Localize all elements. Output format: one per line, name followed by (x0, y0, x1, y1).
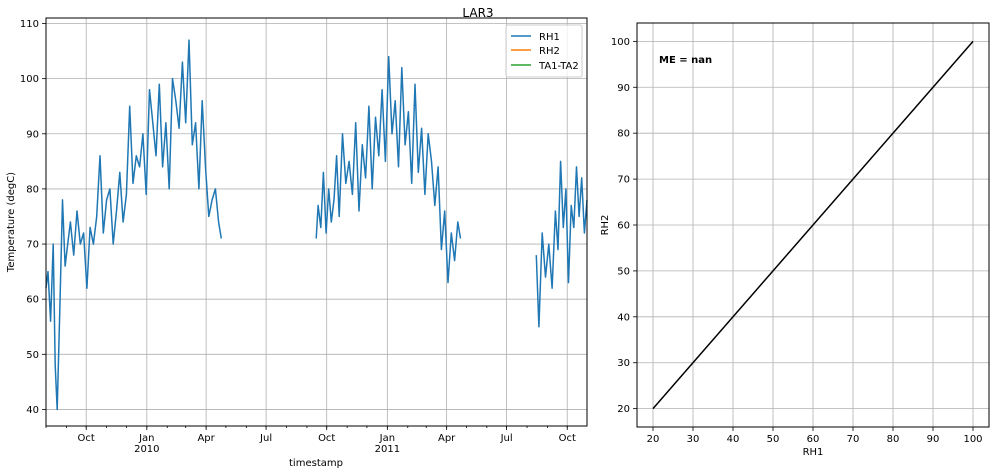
x-tick-label: Jan (138, 433, 154, 444)
x-tick-label: Oct (318, 433, 335, 444)
x-tick-label: Jul (259, 433, 272, 444)
x-tick-label: 60 (807, 434, 820, 445)
series-line-rh1 (315, 55, 462, 284)
x-tick-label: Jan (379, 433, 395, 444)
y-tick-label: 70 (26, 240, 39, 251)
y-tick-label: 60 (617, 221, 630, 232)
x-tick-year-label: 2011 (375, 444, 400, 455)
y-tick-label: 20 (617, 404, 630, 415)
x-tick-label: 90 (927, 434, 940, 445)
x-tick-year-label: 2010 (134, 444, 159, 455)
timeseries-y-label: Temperature (degC) (6, 172, 17, 273)
x-tick-label: 70 (847, 434, 860, 445)
x-tick-label: Oct (559, 433, 576, 444)
timeseries-lines (45, 39, 588, 411)
y-tick-label: 80 (26, 184, 39, 195)
me-annotation: ME = nan (659, 55, 712, 66)
y-tick-label: 100 (20, 74, 39, 85)
y-tick-label: 110 (20, 19, 39, 30)
y-tick-label: 70 (617, 175, 630, 186)
y-tick-label: 30 (617, 358, 630, 369)
y-tick-label: 90 (617, 83, 630, 94)
scatter-y-label: RH2 (600, 215, 611, 236)
x-tick-label: 30 (687, 434, 700, 445)
scatter-y-ticks: 20 30 40 50 60 70 80 90 100 (611, 37, 637, 415)
scatter-grid (637, 23, 989, 427)
x-tick-label: Oct (78, 433, 95, 444)
y-tick-label: 40 (26, 405, 39, 416)
scatter-x-label: RH1 (803, 447, 824, 458)
x-tick-label: 50 (767, 434, 780, 445)
y-tick-label: 90 (26, 129, 39, 140)
scatter-chart: 20 30 40 50 60 70 80 90 100 2030405060708090100 … (600, 22, 990, 458)
legend-label-rh1: RH1 (539, 32, 560, 43)
y-tick-label: 40 (617, 312, 630, 323)
timeseries-axes-frame (45, 17, 588, 427)
legend-box (505, 24, 583, 78)
series-line-rh1 (45, 39, 223, 411)
y-tick-label: 60 (26, 295, 39, 306)
x-tick-label: 20 (647, 434, 660, 445)
timeseries-y-ticks: 40 50 60 70 80 90 100 110 (20, 19, 46, 416)
timeseries-x-label: timestamp (289, 458, 343, 469)
series-line-rh1 (535, 160, 588, 328)
legend-label-rh2: RH2 (539, 46, 560, 57)
x-tick-label: 80 (887, 434, 900, 445)
x-tick-label: Apr (438, 433, 456, 444)
scatter-x-ticks: 20 30 40 50 60 70 80 90 100 (647, 427, 983, 445)
x-tick-label: 40 (727, 434, 740, 445)
identity-line (652, 40, 974, 410)
legend-label-ta1-ta2: TA1-TA2 (538, 61, 579, 72)
x-tick-label: 100 (963, 434, 982, 445)
y-tick-label: 50 (617, 266, 630, 277)
x-tick-label: Apr (197, 433, 215, 444)
scatter-lines (652, 40, 974, 410)
legend: RH1 RH2 TA1-TA2 (505, 24, 583, 78)
figure-title: LAR3 (462, 6, 493, 20)
x-tick-label: Jul (500, 433, 513, 444)
y-tick-label: 50 (26, 350, 39, 361)
y-tick-label: 80 (617, 129, 630, 140)
y-tick-label: 100 (611, 37, 630, 48)
